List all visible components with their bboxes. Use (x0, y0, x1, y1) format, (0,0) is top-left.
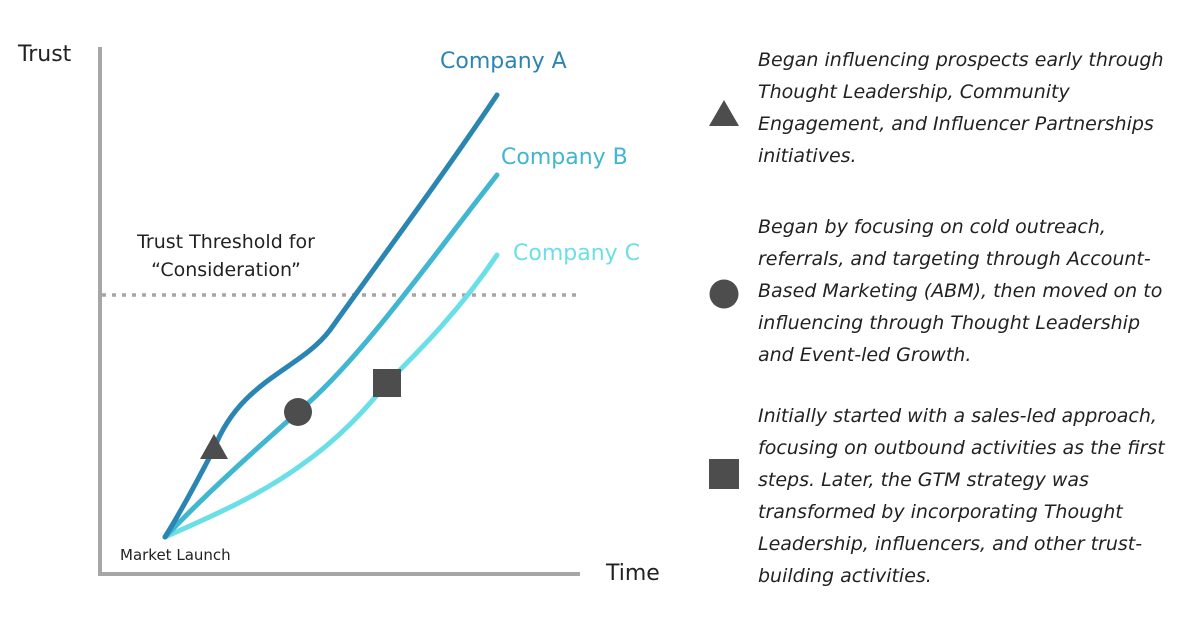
company-a-curve (162, 92, 500, 540)
legend-text-triangle: Began influencing prospects early throug… (758, 49, 1164, 167)
x-axis-label: Time (606, 561, 660, 586)
circle-icon (709, 279, 739, 309)
legend-text-square: Initially started with a sales-led appro… (758, 405, 1165, 587)
threshold-label-line1: Trust Threshold for (137, 231, 315, 253)
company-a-triangle-marker (200, 434, 228, 459)
triangle-icon (709, 100, 739, 126)
company-c-curve (162, 252, 500, 540)
company-b-circle-marker (284, 398, 312, 426)
company-c-label: Company C (513, 241, 641, 266)
company-c-square-marker (373, 369, 401, 397)
legend-text-circle: Began by focusing on cold outreach, refe… (758, 216, 1163, 366)
square-icon (709, 459, 739, 489)
market-launch-label: Market Launch (120, 546, 231, 564)
y-axis-label: Trust (18, 42, 72, 67)
company-b-label: Company B (501, 145, 628, 170)
threshold-label: Trust Threshold for “Consideration” (96, 228, 356, 284)
company-a-label: Company A (440, 49, 567, 74)
threshold-label-line2: “Consideration” (151, 259, 301, 281)
